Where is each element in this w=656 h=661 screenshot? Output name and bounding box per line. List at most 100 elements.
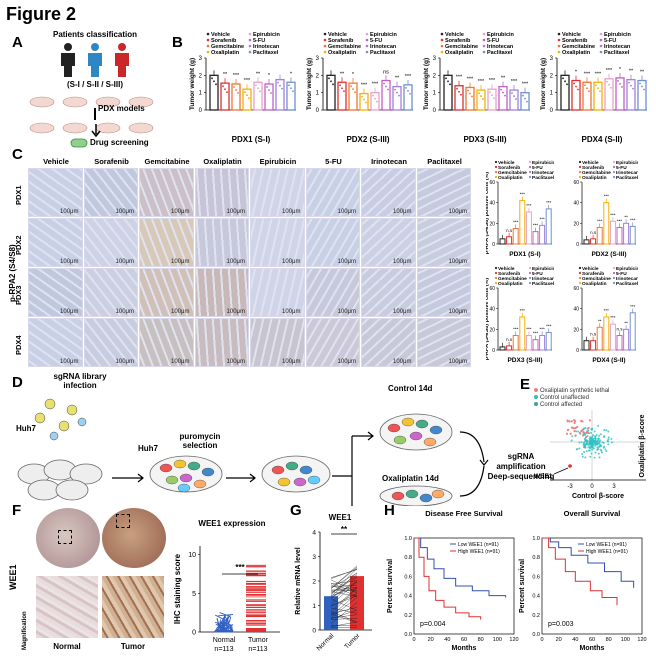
- p-value-label: p=0.003: [548, 621, 574, 628]
- data-point: [257, 87, 259, 90]
- y-tick-label: 5: [192, 591, 196, 598]
- data-point: [288, 84, 290, 87]
- legend-dot: [557, 32, 561, 36]
- y-tick-label: 0: [433, 108, 437, 114]
- data-point: [235, 89, 237, 91]
- paired-line: [330, 572, 358, 589]
- data-point: [491, 94, 493, 97]
- scatter-point: [588, 445, 591, 448]
- legend-dot: [248, 44, 252, 48]
- normal-point: [218, 621, 226, 633]
- scatter-point: [597, 424, 600, 427]
- legend-dot: [365, 50, 369, 54]
- scatter-point: [568, 420, 571, 423]
- data-point: [244, 91, 246, 94]
- scatter-point: [573, 418, 576, 422]
- legend-dot: [323, 50, 327, 54]
- high-wee1-curve: [414, 537, 482, 620]
- scatter-point: [578, 447, 581, 450]
- scatter-point: [570, 420, 573, 423]
- ihc-column-header: Vehicle: [43, 157, 69, 166]
- significance-label: *: [290, 71, 293, 77]
- data-point: [632, 87, 634, 90]
- y-tick-label: 3: [550, 56, 554, 62]
- y-tick-label: 4: [312, 530, 316, 537]
- legend-item: Irinotecan: [616, 276, 638, 282]
- legend-item: Irinotecan: [532, 170, 554, 176]
- legend-item: Oxaliplatin: [562, 50, 591, 56]
- data-point: [447, 80, 449, 83]
- y-tick-label: 2: [312, 579, 316, 586]
- y-tick-label: 40: [489, 307, 495, 313]
- scatter-point: [591, 437, 594, 440]
- scatter-point: [600, 451, 603, 454]
- legend-low: Low WEE1 (n=91): [586, 542, 627, 548]
- data-point: [478, 92, 480, 94]
- bar: [609, 220, 616, 245]
- legend-item: Epirubicin: [487, 32, 515, 38]
- data-point: [458, 90, 460, 93]
- ihc-image: 100μm: [139, 168, 194, 217]
- significance-label: ns: [383, 70, 389, 76]
- legend-item: Sorafenib: [328, 38, 354, 44]
- panel-h-charts: Disease Free Survival 0.0 0.2 0.4 0.6 0.8 1.0 0…: [387, 509, 647, 652]
- ihc-image: 100μm: [416, 318, 471, 367]
- data-point: [248, 97, 250, 100]
- legend-dot: [534, 388, 538, 392]
- bar: [583, 239, 590, 245]
- legend-item: Gemcitabine: [445, 44, 478, 50]
- data-point: [246, 94, 248, 97]
- scatter-point: [605, 450, 608, 453]
- data-point: [513, 95, 515, 97]
- panel-g-chart: WEE1 0 1 2 3 4 Relative mRNA level ** Normal Tumo…: [295, 513, 372, 652]
- significance-label: n.s: [590, 230, 597, 235]
- data-point: [372, 94, 374, 97]
- low-wee1-curve: [542, 537, 635, 588]
- y-tick-label: 1: [316, 91, 320, 97]
- data-point: [599, 90, 601, 93]
- data-point: [354, 91, 356, 94]
- screening-diagram: [17, 398, 489, 506]
- ihc-image: 100μm: [361, 218, 416, 267]
- legend-dot: [206, 50, 210, 54]
- scatter-point: [582, 444, 585, 447]
- data-point: [226, 91, 228, 94]
- ihc-image: 100μm: [28, 218, 83, 267]
- significance-label: ***: [617, 218, 623, 223]
- ihc-image: 100μm: [305, 168, 360, 217]
- panel-label-h: H: [384, 502, 395, 519]
- x-axis-label: Months: [580, 645, 605, 652]
- legend-item: Sorafenib: [211, 38, 237, 44]
- legend-dot: [248, 38, 252, 42]
- scatter-point: [566, 419, 569, 422]
- y-tick-label: 0: [576, 348, 579, 354]
- seq-line-1: sgRNA: [507, 452, 535, 461]
- legend-item: Gemcitabine: [498, 276, 527, 282]
- n-label: n=113: [248, 646, 267, 653]
- y-tick-label: 0.2: [404, 613, 412, 619]
- ihc-column-header: Irinotecan: [371, 157, 407, 166]
- data-point: [339, 84, 341, 87]
- data-point: [343, 90, 345, 93]
- legend-item: Vehicle: [498, 266, 515, 272]
- significance-label: ***: [361, 83, 368, 89]
- legend-item: 5-FU: [604, 38, 616, 44]
- legend-item: Oxaliplatin: [582, 281, 607, 287]
- data-point: [584, 84, 586, 87]
- scatter-point: [593, 430, 596, 433]
- significance-label: *: [352, 72, 355, 78]
- pdx-label: PDX models: [98, 104, 145, 113]
- scale-bar-label: 100μm: [282, 259, 301, 265]
- significance-label: *: [619, 67, 622, 73]
- x-tick-label: 100: [493, 637, 502, 643]
- bar: [539, 224, 546, 245]
- x-group-label: Normal: [213, 637, 236, 644]
- scatter-point: [594, 451, 597, 454]
- data-point: [639, 82, 641, 85]
- seq-line-2: amplification: [496, 462, 546, 471]
- scatter-point: [607, 443, 610, 446]
- legend-item: Epirubicin: [616, 160, 638, 166]
- x-tick-label: 0: [590, 484, 594, 490]
